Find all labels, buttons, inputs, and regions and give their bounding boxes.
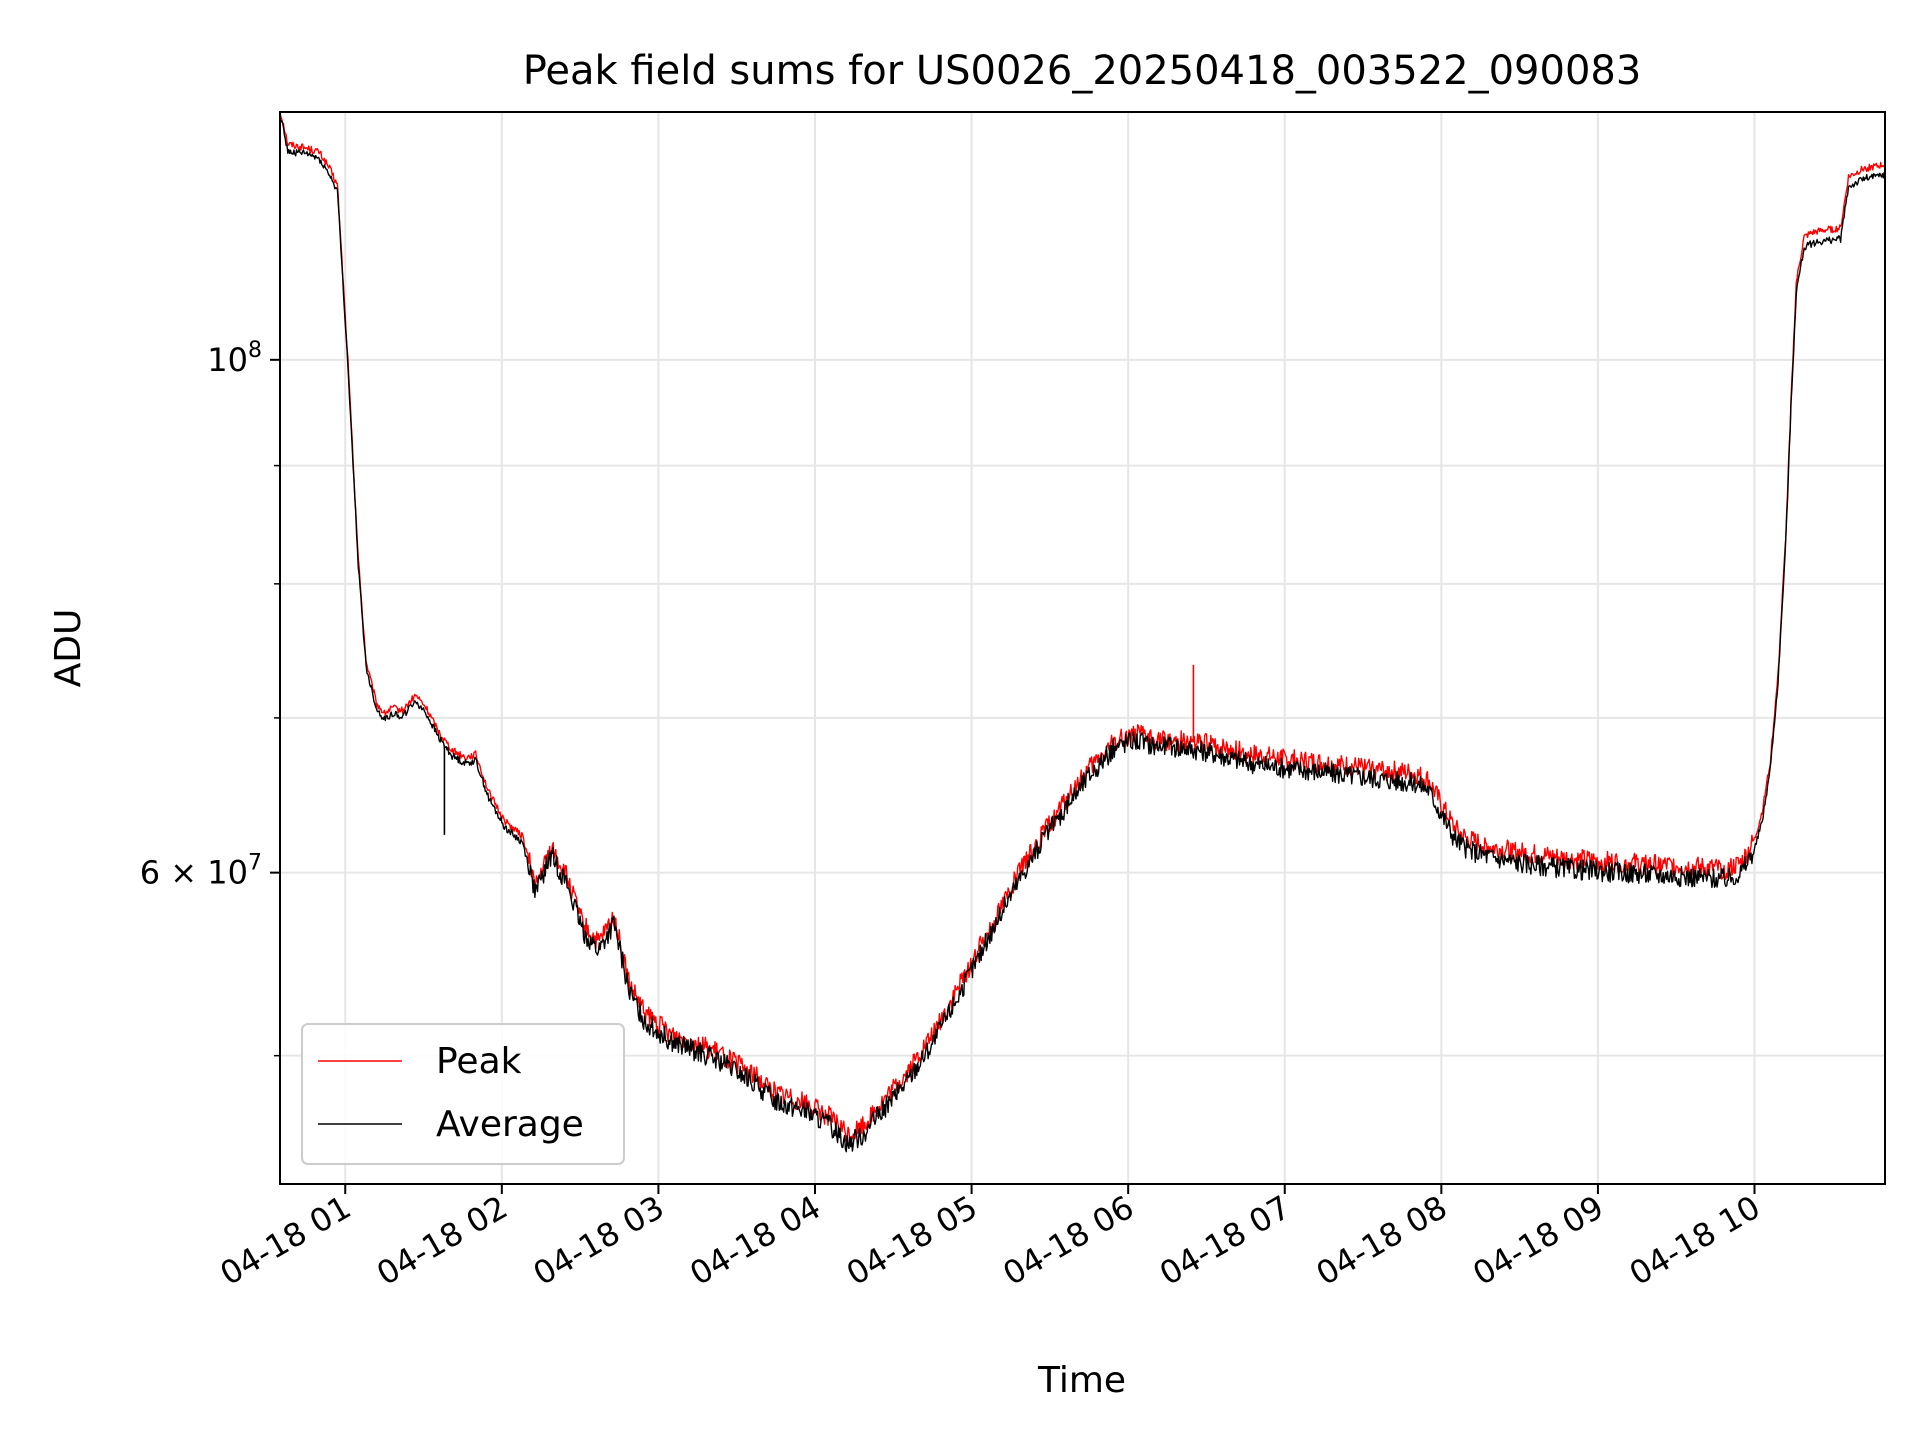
x-axis-label: Time (1037, 1360, 1126, 1401)
series-line-average (280, 115, 1885, 1153)
legend-box (301, 1023, 625, 1165)
y-tick-label: 6 × 107 (140, 851, 262, 892)
y-tick-label-exponent: 8 (248, 338, 262, 363)
plot-frame (279, 111, 1886, 1185)
legend-label-peak: Peak (436, 1041, 522, 1082)
plot-series (280, 112, 1885, 1153)
chart-title: Peak field sums for US0026_20250418_0035… (523, 48, 1642, 94)
y-tick-label-base: 6 × 10 (140, 854, 248, 892)
y-axis-label: ADU (48, 609, 89, 688)
y-tick-label-base: 10 (207, 341, 248, 379)
grid-lines (280, 112, 1885, 1184)
y-tick-label-exponent: 7 (248, 851, 262, 876)
y-tick-label: 108 (207, 338, 262, 379)
legend: Peak Average (301, 1023, 625, 1165)
legend-label-average: Average (436, 1104, 584, 1145)
